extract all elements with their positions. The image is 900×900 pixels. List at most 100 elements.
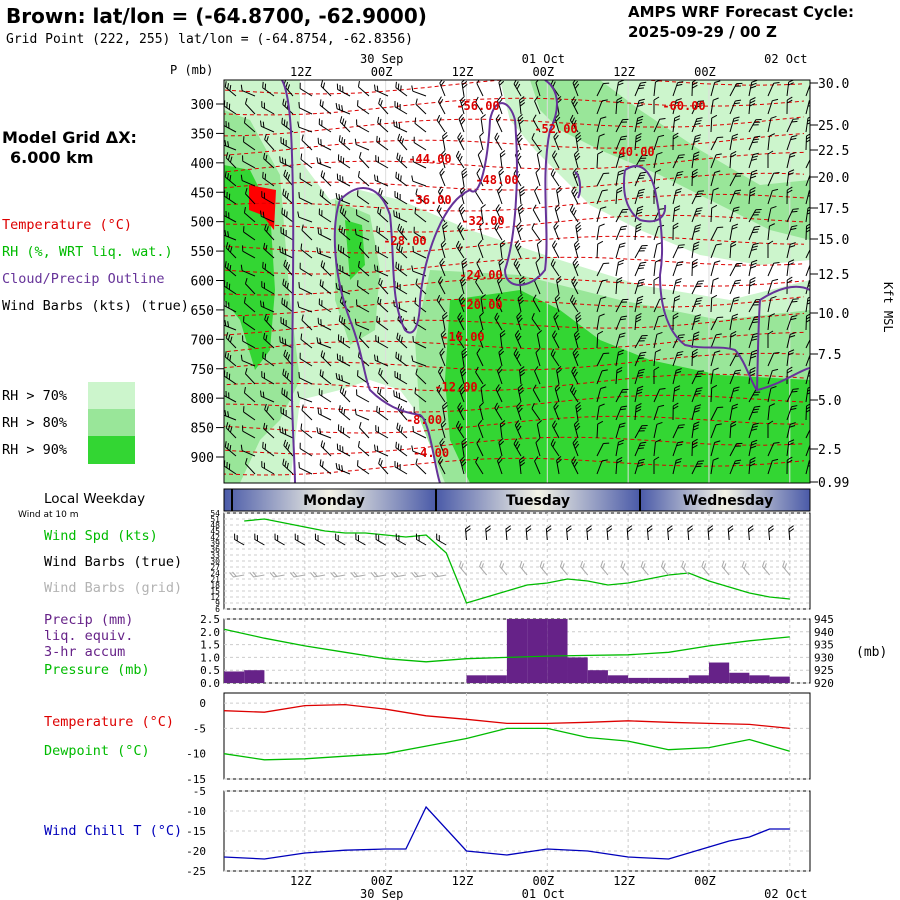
wind-barb-416: [572, 438, 580, 457]
wind-barb-shape: [615, 366, 623, 385]
wind-barb-452: [615, 298, 629, 313]
wind-barb-32: [240, 264, 256, 277]
wind-barb-shape: [480, 114, 486, 133]
wind-barb-387: [553, 312, 560, 331]
wind-barb-669: [805, 244, 810, 259]
wind-barb-630: [767, 330, 774, 348]
wind-barb-shape: [748, 405, 761, 421]
wind-barb-91: [301, 134, 313, 151]
wind-barb-shape: [767, 188, 779, 205]
wind-barb-shape: [653, 349, 661, 367]
wind-barb-shape: [457, 132, 465, 151]
wind-barb-shape: [691, 134, 702, 151]
wind-barb-shape: [455, 150, 465, 169]
wind-barb-shape: [710, 243, 722, 259]
wind-barb-301: [476, 348, 484, 367]
temperature-contour-12: [224, 312, 805, 336]
legend-cloud-outline: Cloud/Precip Outline: [2, 271, 165, 287]
wind-barb-145: [338, 315, 351, 331]
wind-barb-grid-26: [761, 560, 770, 576]
wind-barb-grid-10: [431, 571, 447, 578]
wind-barb-shape: [672, 154, 685, 169]
wind-barb-332: [517, 113, 524, 133]
wind-barb-434: [596, 369, 608, 385]
wind-barb-378: [551, 150, 560, 169]
wind-barb-646: [786, 225, 798, 241]
wind-barb-shape: [634, 313, 642, 331]
wind-barb-464: [634, 115, 644, 133]
wind-barb-shape: [653, 421, 663, 439]
profile-panel: -56.00-52.00-60.00-48.00-44.00 -40.00-36.…: [170, 63, 895, 491]
wind-barb-126: [319, 369, 332, 385]
wind-barb-true-shape: [395, 533, 407, 546]
temp-contour-label-0: -56.00: [456, 99, 499, 113]
wind-barb-shape: [440, 419, 447, 439]
precip-bar-20: [628, 677, 649, 683]
wind-barb-524: [672, 402, 679, 421]
wind-barb-634: [767, 403, 775, 421]
pressure-tick-850: 850: [191, 422, 214, 437]
wind-barb-11: [224, 280, 237, 295]
wind-barb-430: [596, 296, 607, 313]
wind-barb-164: [357, 260, 370, 277]
model-grid-label: Model Grid ΔX:: [2, 128, 137, 147]
wind-barb-shape: [397, 223, 408, 241]
wind-barb-397: [571, 96, 579, 115]
wind-barb-grid-shape: [330, 571, 346, 578]
wind-barb-68: [281, 117, 294, 133]
wind-barb-128: [317, 407, 332, 421]
wind-barb-2: [224, 119, 237, 133]
weekday-bar: Monday Tuesday Wednesday: [223, 488, 811, 512]
wind-barb-614: [748, 439, 758, 457]
top-date-label-1: 01 Oct: [522, 52, 565, 66]
wind-barb-402: [571, 186, 579, 205]
wind-barb-179: [376, 135, 389, 151]
wind-barb-175: [357, 460, 370, 475]
wind-barb-210: [393, 300, 408, 313]
wind-barb-117: [318, 208, 332, 223]
precip-bar-22: [668, 677, 689, 683]
wind-barb-40: [243, 406, 256, 421]
wind-barb-55: [261, 281, 275, 295]
top-hour-label-3: 00Z: [532, 65, 554, 79]
wind-barb-shape: [415, 188, 427, 205]
wind-barb-shape: [375, 245, 389, 259]
wind-barb-shape: [264, 223, 275, 241]
wind-barb-shape: [748, 315, 761, 331]
wind-barb-shape: [767, 313, 775, 331]
wind-barb-296: [476, 258, 484, 277]
wind-barb-26: [242, 155, 256, 169]
wind-barb-shape: [356, 119, 370, 133]
wind-barb-393: [551, 420, 560, 439]
wind-barb-123: [317, 317, 332, 331]
wind-barb-533: [691, 168, 698, 187]
wind-barb-shape: [393, 390, 408, 403]
wind-barb-10: [224, 261, 237, 277]
wind-barb-shape: [710, 457, 719, 475]
wind-barb-true-shape: [707, 525, 714, 541]
wind-barb-141: [337, 244, 351, 259]
precip-pressure-panel: (mb) 2.52.01.51.00.50.094594093593092592…: [200, 613, 887, 690]
wind-barb-569: [710, 423, 722, 439]
wind-barb-shape: [224, 261, 237, 277]
wind-barb-shape: [596, 279, 608, 295]
wind-barb-true-shape: [747, 525, 754, 541]
height-axis-title: Kft MSL: [881, 282, 895, 333]
wind-barb-49: [262, 171, 275, 187]
wind-barb-530: [691, 117, 703, 133]
wind-barb-515: [672, 244, 685, 259]
wind-barb-372: [535, 437, 541, 457]
wind-chill-panel: -5-10-15-20-25: [186, 785, 811, 878]
wind-barb-194: [376, 405, 389, 421]
wind-barb-shape: [615, 349, 625, 367]
wind-barb-shape: [767, 330, 774, 348]
wind-barb-360: [531, 223, 541, 241]
wind-barb-396: [572, 80, 580, 97]
wind-barb-601: [748, 209, 762, 223]
wind-barb-81: [283, 349, 294, 367]
wind-barb-274: [461, 258, 468, 277]
wind-barb-shape: [301, 134, 313, 151]
rh-legend-80: RH > 80%: [2, 415, 68, 431]
wind-barb-271: [458, 204, 466, 223]
wind-barb-shape: [786, 456, 793, 475]
